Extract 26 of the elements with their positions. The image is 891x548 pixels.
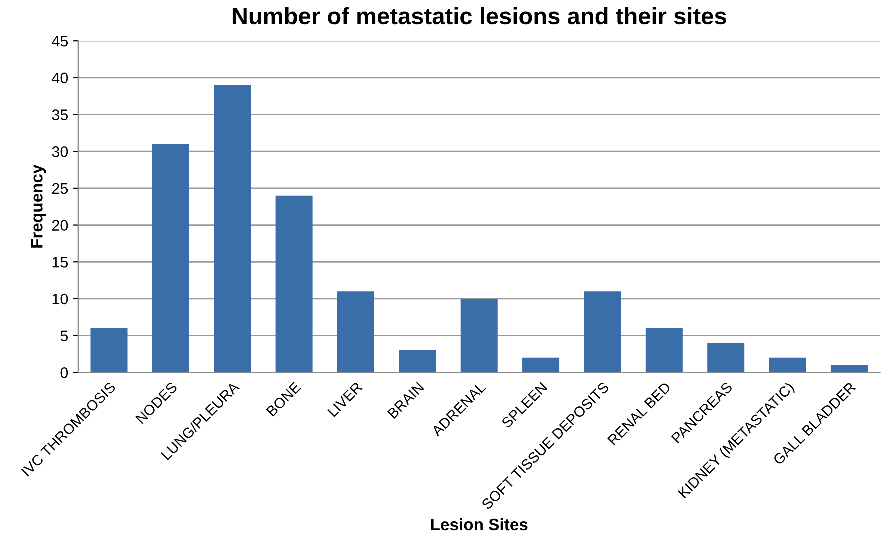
chart-title: Number of metastatic lesions and their sites <box>232 7 726 25</box>
bar <box>460 298 498 373</box>
y-tick-label: 15 <box>52 257 68 268</box>
y-tick-label: 30 <box>52 146 68 158</box>
y-tick-label: 40 <box>52 72 68 84</box>
bar <box>337 292 374 373</box>
y-tick-label: 5 <box>60 330 68 342</box>
x-axis-title: Lesion Sites <box>431 518 528 531</box>
bar <box>152 144 190 373</box>
y-axis-title: Frequency <box>31 164 46 248</box>
bar <box>769 358 806 373</box>
y-tick-label: 20 <box>52 220 68 231</box>
bar <box>584 292 622 373</box>
bar <box>830 365 868 373</box>
y-tick-label: 45 <box>52 36 68 47</box>
bar <box>708 343 745 373</box>
bar <box>399 350 436 373</box>
y-tick-label: 0 <box>60 368 68 378</box>
bar <box>646 328 683 373</box>
bar <box>214 85 252 373</box>
y-tick-label: 25 <box>52 183 68 194</box>
bar <box>522 358 560 373</box>
bar <box>276 196 313 373</box>
y-tick-label: 10 <box>52 294 68 305</box>
y-tick-label: 35 <box>52 110 68 120</box>
bar <box>90 328 128 373</box>
